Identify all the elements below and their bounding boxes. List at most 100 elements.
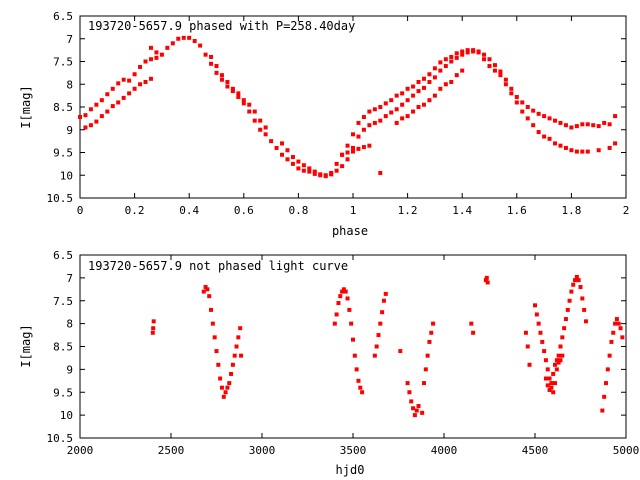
unphased-data-point bbox=[484, 275, 489, 280]
unphased-data-point bbox=[409, 399, 414, 404]
phased-data-point bbox=[127, 78, 132, 83]
phased-data-point bbox=[411, 109, 416, 114]
phased-data-point bbox=[487, 64, 492, 69]
phased-data-point bbox=[94, 102, 99, 107]
phased-data-point bbox=[585, 122, 590, 127]
unphased-data-point bbox=[471, 330, 476, 335]
unphased-data-point bbox=[378, 321, 383, 326]
phased-data-point bbox=[247, 109, 252, 114]
phased-data-point bbox=[454, 55, 459, 60]
phased-data-point bbox=[460, 52, 465, 57]
phased-data-point bbox=[563, 123, 568, 128]
phased-data-point bbox=[602, 120, 607, 125]
phased-data-point bbox=[487, 57, 492, 62]
phased-data-point bbox=[580, 122, 585, 127]
unphased-data-point bbox=[232, 353, 237, 358]
unphased-data-point bbox=[420, 410, 425, 415]
phased-data-point bbox=[569, 148, 574, 153]
phased-data-point bbox=[432, 93, 437, 98]
phased-data-point bbox=[372, 120, 377, 125]
phased-x-axis-label: phase bbox=[332, 224, 368, 238]
unphased-light-curve-panel: 193720-5657.9 not phased light curve hjd… bbox=[19, 249, 639, 477]
phased-data-point bbox=[116, 100, 121, 105]
phased-data-point bbox=[143, 79, 148, 84]
unphased-data-point bbox=[223, 390, 228, 395]
unphased-x-tick-label: 5000 bbox=[613, 444, 640, 457]
unphased-data-point bbox=[602, 394, 607, 399]
phased-data-point bbox=[356, 134, 361, 139]
unphased-data-point bbox=[609, 339, 614, 344]
phased-x-tick-label: 0.6 bbox=[234, 204, 254, 217]
phased-x-tick-label: 1.4 bbox=[452, 204, 472, 217]
phased-data-point bbox=[121, 95, 126, 100]
phased-data-point bbox=[509, 86, 514, 91]
phased-data-point bbox=[99, 98, 104, 103]
phased-data-point bbox=[383, 101, 388, 106]
unphased-data-point bbox=[219, 385, 224, 390]
phased-data-point bbox=[148, 57, 153, 62]
unphased-data-point bbox=[571, 282, 576, 287]
unphased-data-point bbox=[205, 287, 210, 292]
phased-data-point bbox=[503, 82, 508, 87]
phased-data-point bbox=[514, 94, 519, 99]
phased-data-point bbox=[580, 149, 585, 154]
phased-data-point bbox=[405, 86, 410, 91]
unphased-y-tick-label: 7 bbox=[66, 272, 73, 285]
phased-data-point bbox=[143, 59, 148, 64]
phased-data-point bbox=[209, 54, 214, 59]
phased-data-point bbox=[219, 77, 224, 82]
phased-data-point bbox=[482, 57, 487, 62]
phased-data-point bbox=[318, 172, 323, 177]
phased-data-point bbox=[307, 166, 312, 171]
unphased-y-tick-label: 8.5 bbox=[53, 341, 73, 354]
unphased-data-point bbox=[542, 349, 547, 354]
phased-data-point bbox=[132, 86, 137, 91]
phased-data-point bbox=[138, 82, 143, 87]
phased-y-tick-label: 6.5 bbox=[53, 10, 73, 23]
unphased-data-point bbox=[582, 307, 587, 312]
phased-data-point bbox=[482, 52, 487, 57]
unphased-data-point bbox=[354, 367, 359, 372]
phased-data-point bbox=[520, 109, 525, 114]
unphased-x-tick-label: 4000 bbox=[431, 444, 458, 457]
phased-data-point bbox=[574, 124, 579, 129]
phased-data-point bbox=[274, 145, 279, 150]
phased-data-point bbox=[389, 110, 394, 115]
phased-data-point bbox=[465, 48, 470, 53]
phased-data-point bbox=[187, 35, 192, 40]
phased-data-point bbox=[236, 91, 241, 96]
phased-data-point bbox=[340, 152, 345, 157]
unphased-data-point bbox=[334, 312, 339, 317]
unphased-y-tick-label: 9 bbox=[66, 363, 73, 376]
unphased-data-point bbox=[358, 385, 363, 390]
unphased-data-point bbox=[372, 353, 377, 358]
phased-data-point bbox=[176, 36, 181, 41]
phased-y-tick-label: 8.5 bbox=[53, 101, 73, 114]
unphased-data-point bbox=[614, 317, 619, 322]
phased-data-point bbox=[394, 93, 399, 98]
unphased-y-tick-label: 10.5 bbox=[47, 432, 74, 445]
phased-data-point bbox=[432, 75, 437, 80]
phased-data-point bbox=[367, 109, 372, 114]
phased-data-point bbox=[443, 82, 448, 87]
phased-x-tick-label: 0.2 bbox=[125, 204, 145, 217]
phased-data-point bbox=[454, 51, 459, 56]
phased-data-point bbox=[471, 49, 476, 54]
unphased-data-point bbox=[545, 383, 550, 388]
unphased-data-point bbox=[620, 335, 625, 340]
unphased-data-point bbox=[340, 289, 345, 294]
phased-data-point bbox=[105, 92, 110, 97]
phased-data-point bbox=[421, 76, 426, 81]
phased-data-point bbox=[159, 52, 164, 57]
unphased-x-tick-label: 3000 bbox=[249, 444, 276, 457]
unphased-data-point bbox=[580, 296, 585, 301]
unphased-data-point bbox=[216, 362, 221, 367]
unphased-data-point bbox=[207, 294, 212, 299]
phased-data-point bbox=[258, 118, 263, 123]
unphased-data-point bbox=[229, 371, 234, 376]
phased-data-point bbox=[438, 68, 443, 73]
phased-data-point bbox=[312, 169, 317, 174]
phased-data-point bbox=[394, 120, 399, 125]
phased-data-point bbox=[209, 61, 214, 66]
phased-data-point bbox=[154, 50, 159, 55]
